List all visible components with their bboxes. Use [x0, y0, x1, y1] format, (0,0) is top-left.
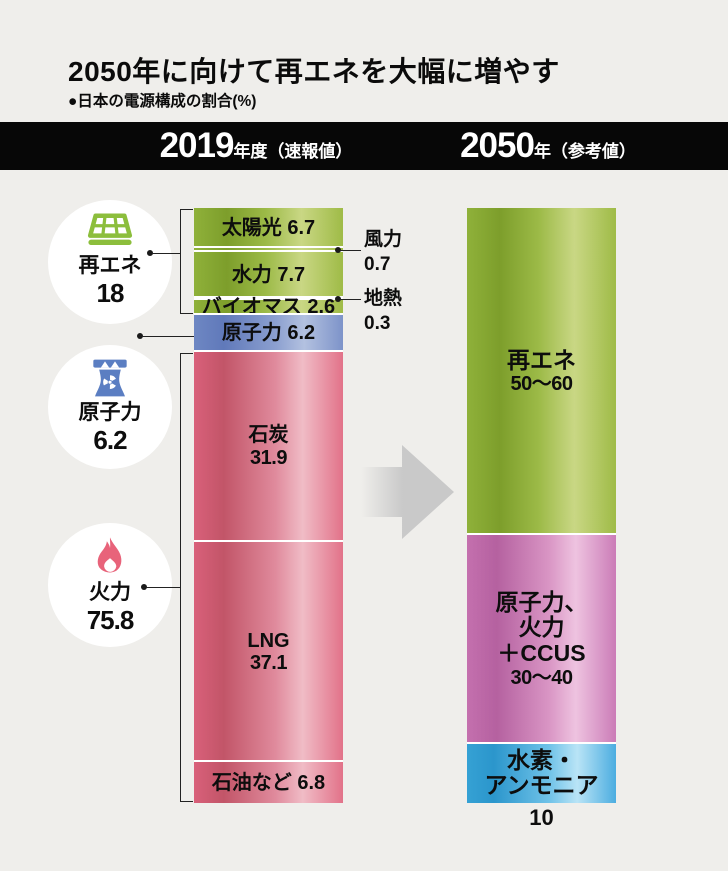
segment-label: 30～40	[510, 666, 574, 689]
bar-segment-hydro: 水力 7.7	[194, 252, 343, 298]
bar-segment-geothermal	[194, 297, 343, 300]
bar-2019: 太陽光 6.7 水力 7.7 バイオマス 2.6 原子力 6.2 石炭 31.9 LNG 37…	[194, 208, 343, 803]
wind-value: 0.7	[364, 254, 391, 275]
segment-label: 31.9	[250, 446, 287, 469]
segment-label: 水力 7.7	[231, 263, 306, 286]
geothermal-callout-label: 地熱 0.3	[364, 286, 402, 336]
wind-callout-dot	[335, 247, 341, 253]
thermal-bracket	[180, 353, 193, 802]
bar-segment-oil: 石油など 6.8	[194, 762, 343, 803]
segment-label: 原子力、	[495, 588, 588, 615]
segment-label: 再エネ	[507, 346, 576, 373]
bar-segment-hydrogen-ammonia: 水素・ アンモニア	[467, 743, 616, 803]
segment-label: ＋CCUS	[497, 640, 586, 667]
wind-callout-label: 風力 0.7	[364, 227, 402, 277]
renewables-bracket	[180, 209, 193, 314]
thermal-connector-line	[146, 586, 180, 588]
renewables-connector-dot	[147, 250, 153, 256]
bar-segment-wind	[194, 247, 343, 253]
bar-segment-lng: LNG 37.1	[194, 541, 343, 763]
page-subtitle: ●日本の電源構成の割合(%)	[68, 93, 257, 110]
legend-value: 75.8	[86, 605, 135, 635]
nuclear-connector-dot	[137, 333, 143, 339]
wind-name: 風力	[364, 229, 403, 250]
header-2019-year: 2019	[159, 126, 235, 165]
legend-value: 6.2	[93, 425, 127, 455]
legend-circle-thermal: 火力 75.8	[48, 523, 172, 647]
segment-label: 原子力 6.2	[221, 322, 316, 345]
segment-label: 石炭	[248, 424, 289, 447]
bar-segment-renewables: 再エネ 50～60	[467, 208, 616, 536]
header-2019-label: 2019年度（速報値）	[128, 122, 384, 170]
flame-icon	[97, 537, 122, 573]
hydrogen-value-label: 10	[529, 805, 554, 830]
legend-value: 18	[96, 278, 125, 308]
geothermal-callout-dot	[335, 296, 341, 302]
bar-segment-solar: 太陽光 6.7	[194, 208, 343, 248]
header-2050-note: 年（参考値）	[533, 142, 636, 161]
nuclear-connector-line	[142, 335, 194, 337]
bar-2050: 再エネ 50～60 原子力、 火力 ＋CCUS 30～40 水素・ アンモニア	[467, 208, 616, 803]
wind-callout-line	[340, 249, 361, 251]
geothermal-value: 0.3	[364, 313, 391, 334]
segment-label: 石油など 6.8	[211, 771, 326, 794]
bar-segment-coal: 石炭 31.9	[194, 351, 343, 542]
bar-segment-nuclear: 原子力 6.2	[194, 315, 343, 352]
segment-label: LNG	[247, 629, 290, 652]
thermal-connector-dot	[141, 584, 147, 590]
header-2050-year: 2050	[460, 126, 535, 165]
header-band	[0, 122, 728, 170]
segment-label: バイオマス 2.6	[201, 296, 336, 319]
nuclear-plant-icon	[93, 359, 127, 397]
legend-name: 原子力	[78, 401, 142, 424]
header-2050-label: 2050年（参考値）	[420, 122, 676, 170]
legend-circle-nuclear: 原子力 6.2	[48, 345, 172, 469]
right-arrow-icon	[361, 445, 454, 539]
legend-name: 火力	[89, 581, 131, 604]
legend-name: 再エネ	[78, 254, 142, 277]
segment-label: 火力	[518, 614, 565, 641]
segment-label: 37.1	[250, 652, 287, 675]
segment-label: 水素・	[507, 746, 576, 773]
segment-label: 太陽光 6.7	[221, 216, 316, 239]
geothermal-name: 地熱	[364, 288, 403, 309]
segment-label: 50～60	[510, 373, 574, 396]
solar-panel-icon	[87, 213, 133, 246]
renewables-connector-line	[152, 252, 180, 254]
page-title: 2050年に向けて再エネを大幅に増やす	[68, 56, 560, 87]
geothermal-callout-line	[340, 298, 361, 300]
segment-label: アンモニア	[484, 772, 599, 799]
header-2019-note: 年度（速報値）	[233, 142, 353, 161]
bar-segment-nuclear-thermal-ccus: 原子力、 火力 ＋CCUS 30～40	[467, 535, 616, 744]
legend-circle-renewables: 再エネ 18	[48, 200, 172, 324]
bar-segment-biomass: バイオマス 2.6	[194, 296, 343, 318]
